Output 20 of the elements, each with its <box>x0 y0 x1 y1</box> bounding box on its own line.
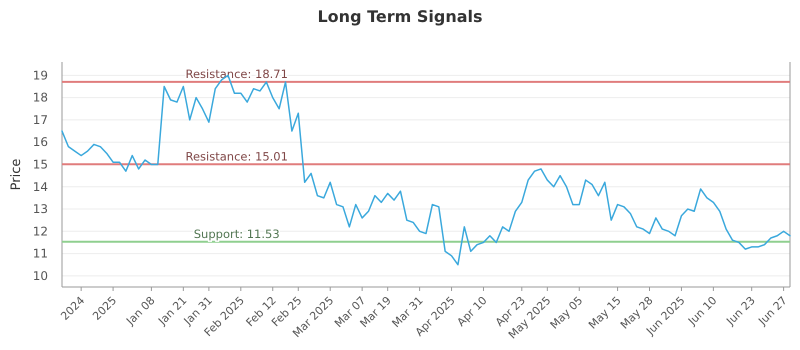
x-tick-label: Jun 27 <box>755 294 790 328</box>
y-tick-label: 11 <box>32 246 48 261</box>
y-tick-label: 17 <box>32 112 48 127</box>
x-tick-label: Jan 08 <box>123 294 158 328</box>
y-tick-label: 15 <box>32 157 48 172</box>
x-tick-label: Jun 23 <box>723 294 758 328</box>
y-tick-label: 13 <box>32 202 48 216</box>
y-tick-label: 10 <box>32 268 48 283</box>
ref-line-label: Resistance: 15.01 <box>186 149 288 164</box>
ref-line-label: Support: 11.53 <box>194 226 280 241</box>
y-tick-label: 12 <box>32 224 48 238</box>
y-tick-label: 14 <box>32 180 48 194</box>
x-tick-label: Jun 10 <box>685 294 720 328</box>
x-tick-label: Apr 10 <box>454 294 490 329</box>
y-tick-label: 16 <box>32 135 48 150</box>
chart-title: Long Term Signals <box>317 7 483 26</box>
ref-line-label: Resistance: 18.71 <box>186 66 288 81</box>
y-axis-title: Price <box>9 158 24 190</box>
y-tick-label: 18 <box>32 90 48 105</box>
y-tick-label: 19 <box>32 68 48 82</box>
